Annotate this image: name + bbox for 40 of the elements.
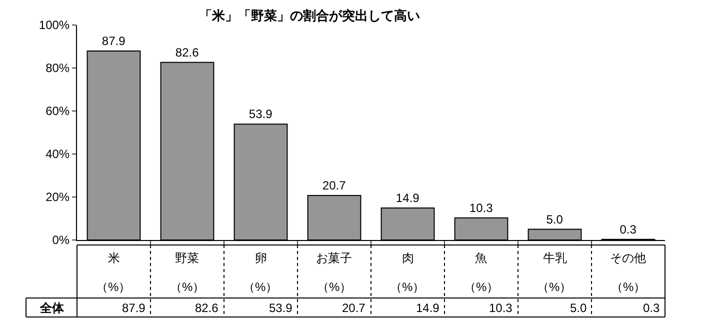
x-tick-label: 卵: [255, 251, 267, 265]
data-label: 87.9: [122, 301, 146, 315]
y-tick-label: 20%: [46, 190, 70, 204]
text: （%）: [243, 280, 278, 294]
text: 53.9: [248, 107, 272, 122]
text: （%）: [390, 280, 425, 294]
x-tick-label: 野菜: [175, 251, 199, 265]
x-tick-label: 魚: [475, 251, 487, 265]
x-tick-label: お菓子: [316, 251, 352, 265]
text: 87.9: [102, 34, 126, 48]
text: （%）: [611, 280, 646, 294]
y-tick-label: 100%: [38, 18, 70, 32]
data-label: 20.7: [342, 301, 366, 315]
y-tick-label: 80%: [46, 61, 70, 76]
data-label: 10.3: [489, 301, 513, 315]
text: 20.7: [322, 178, 346, 192]
data-label: 14.9: [416, 301, 440, 315]
x-tick-label: 肉: [402, 251, 414, 265]
data-label: 5.0: [570, 301, 588, 315]
text: （%）: [170, 280, 205, 294]
text: 5.0: [546, 212, 563, 226]
y-tick-label: 0%: [52, 233, 70, 248]
chart-title: 「米」「野菜」の割合が突出して高い: [199, 8, 420, 23]
x-tick-label: 米: [108, 251, 120, 265]
text: 0.3: [620, 222, 636, 236]
text: （%）: [317, 280, 352, 294]
text: （%）: [96, 280, 131, 294]
x-tick-label: 牛乳: [543, 251, 567, 265]
data-label: 53.9: [269, 301, 293, 315]
data-label: 0.3: [643, 301, 660, 315]
text: 14.9: [396, 190, 420, 205]
y-tick-label: 40%: [46, 147, 70, 162]
data-label: 82.6: [195, 301, 219, 315]
x-tick-label: その他: [610, 251, 646, 265]
text: （%）: [537, 280, 572, 294]
text: 全体: [39, 301, 65, 315]
text: 10.3: [469, 200, 493, 215]
text: 82.6: [175, 45, 199, 60]
text: （%）: [464, 280, 499, 294]
y-tick-label: 60%: [46, 104, 70, 118]
